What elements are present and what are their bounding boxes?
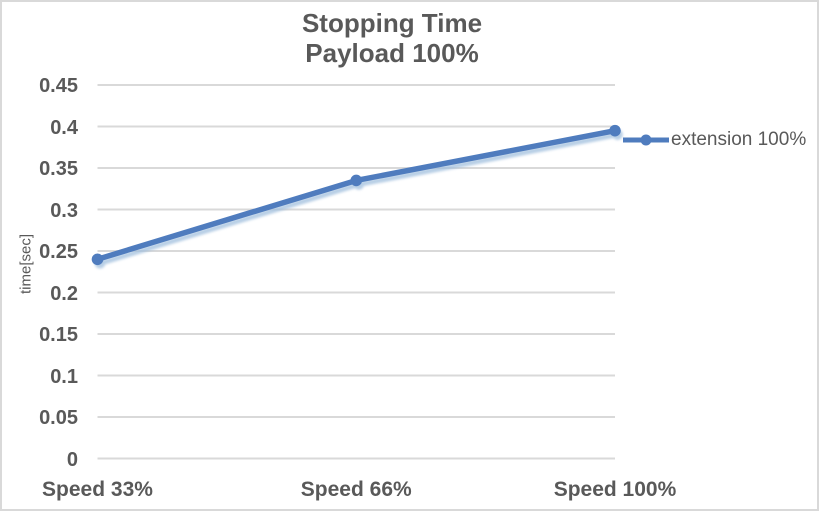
y-tick-label: 0.2 [50,282,78,305]
gridlines [97,84,615,460]
y-tick-label: 0.25 [39,241,78,263]
data-point-marker[interactable] [609,124,621,137]
x-tick-label: Speed 66% [300,478,412,501]
series-line[interactable] [91,124,621,266]
legend-series-label: extension 100% [671,129,807,150]
legend[interactable]: extension 100% [622,129,806,151]
y-tick-label: 0.15 [39,324,78,346]
data-point-marker[interactable] [350,174,363,187]
y-tick-label: 0.45 [39,75,78,97]
y-tick-label: 0.05 [39,407,78,429]
y-tick-label: 0.4 [50,116,78,139]
chart-subtitle: Payload 100% [305,38,479,68]
chart-title: Stopping Time [301,8,483,38]
y-tick-label: 0 [66,448,78,471]
chart-title-block: Stopping Time Payload 100% [2,8,782,68]
x-tick-label: Speed 100% [553,478,677,501]
x-tick-label: Speed 33% [42,478,153,501]
y-tick-label: 0.1 [50,365,78,388]
y-tick-label: 0.3 [50,199,78,222]
y-tick-label: 0.35 [39,158,78,180]
data-point-marker[interactable] [91,253,104,266]
series-line-shadow [94,129,623,269]
legend-line-marker-icon [623,134,669,146]
